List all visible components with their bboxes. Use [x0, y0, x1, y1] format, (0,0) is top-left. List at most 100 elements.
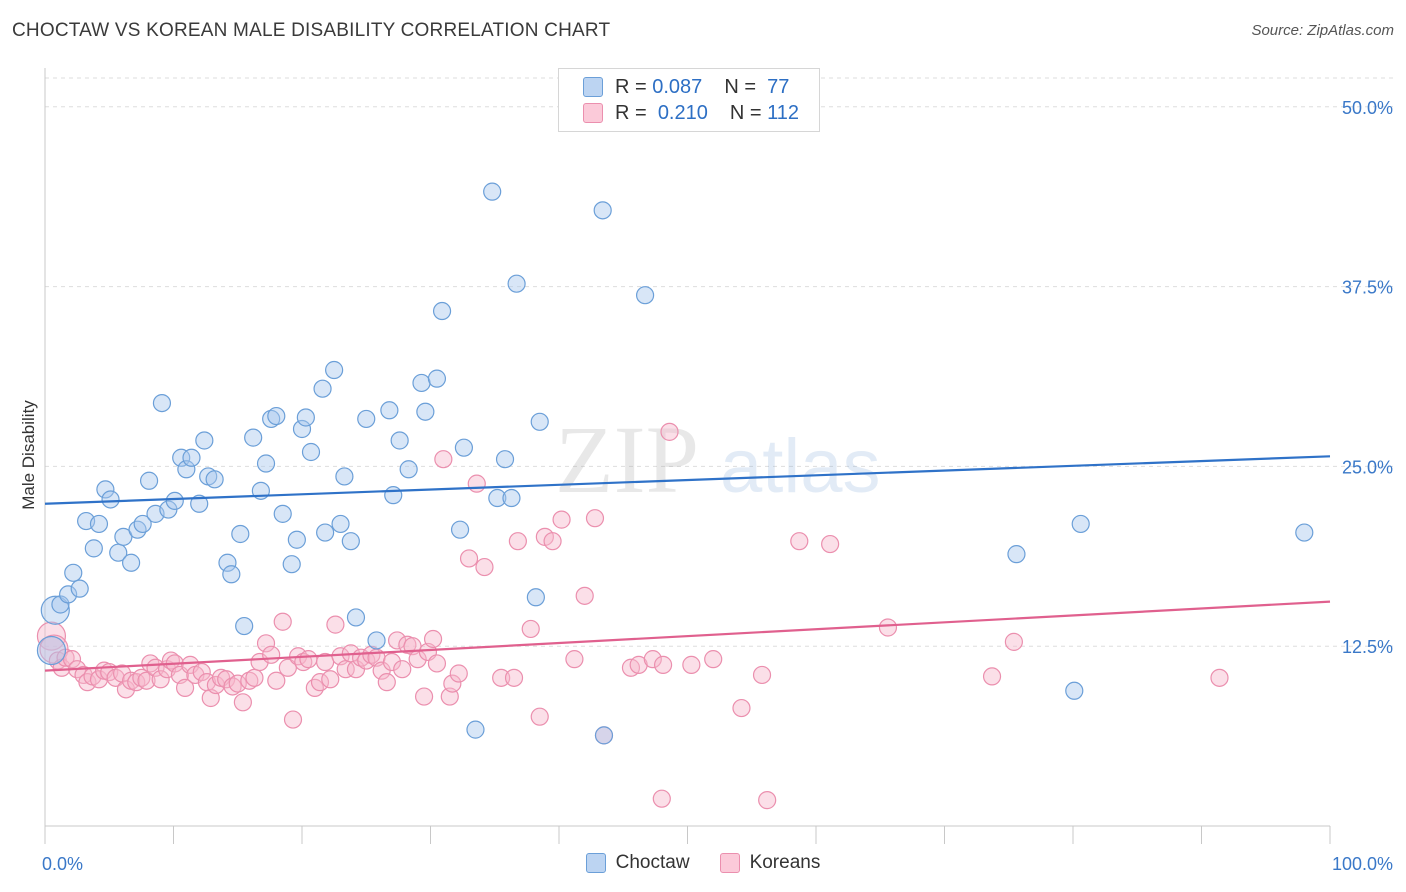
choctaw-point: [1295, 523, 1314, 542]
choctaw-point: [262, 409, 281, 429]
koreans-point: [116, 680, 136, 699]
x-tick-label-max: 100.0%: [1332, 854, 1393, 874]
legend-item-choctaw: Choctaw: [585, 852, 690, 874]
koreans-point: [1210, 668, 1229, 687]
koreans-point: [758, 791, 777, 810]
choctaw-point: [412, 373, 431, 393]
koreans-point: [393, 660, 412, 679]
choctaw-point: [282, 555, 301, 574]
koreans-point: [821, 534, 840, 554]
koreans-point: [151, 670, 170, 689]
choctaw-point: [502, 488, 521, 508]
koreans-point: [575, 586, 594, 605]
choctaw-point: [36, 635, 67, 666]
koreans-point: [362, 645, 381, 664]
choctaw-point: [325, 360, 344, 380]
koreans-point: [256, 634, 276, 653]
koreans-point: [585, 509, 605, 528]
koreans-point: [217, 670, 236, 689]
choctaw-point: [70, 579, 89, 598]
legend-label-koreans: Koreans: [749, 852, 821, 873]
koreans-point: [267, 671, 286, 690]
choctaw-point: [346, 608, 366, 627]
koreans-point: [467, 474, 486, 493]
choctaw-point: [235, 616, 254, 636]
choctaw-point: [256, 454, 276, 473]
choctaw-point: [416, 402, 435, 421]
koreans-point: [377, 673, 396, 692]
koreans-point: [504, 668, 524, 687]
choctaw-point: [495, 450, 515, 469]
choctaw-point: [128, 520, 147, 539]
choctaw-point: [51, 595, 70, 614]
choctaw-point: [244, 428, 263, 447]
r-label: R =: [615, 101, 647, 124]
koreans-point: [552, 510, 571, 529]
koreans-point: [299, 650, 318, 669]
n-value-choctaw: 77: [767, 75, 790, 98]
choctaw-point: [195, 431, 214, 450]
koreans-point: [357, 651, 376, 670]
legend-series: Choctaw Koreans: [0, 852, 1406, 874]
trend-lines: [44, 455, 1331, 672]
choctaw-point: [40, 595, 70, 625]
koreans-point: [233, 693, 252, 712]
choctaw-point: [190, 494, 209, 513]
choctaw-point: [64, 563, 83, 582]
choctaw-point: [432, 301, 452, 321]
choctaw-point: [152, 393, 172, 413]
choctaw-point: [1071, 514, 1090, 534]
choctaw-point: [390, 431, 409, 450]
n-label: N =: [724, 75, 756, 98]
choctaw-point: [593, 201, 612, 220]
legend-label-choctaw: Choctaw: [615, 852, 690, 873]
choctaw-point: [454, 438, 474, 457]
legend-stats: R = 0.087 N = 77 R = 0.210 N = 112: [558, 68, 820, 132]
choctaw-point: [1007, 545, 1026, 564]
koreans-point: [427, 654, 447, 673]
koreans-point: [137, 671, 156, 690]
watermark-atlas: atlas: [720, 424, 881, 509]
y-axis-label: Male Disability: [19, 400, 38, 510]
legend-row-choctaw: R = 0.087 N = 77: [583, 74, 789, 100]
choctaw-point: [89, 514, 109, 534]
y-tick-label: 50.0%: [1342, 98, 1393, 118]
koreans-point: [682, 655, 701, 674]
r-value-choctaw: 0.087: [652, 75, 703, 98]
choctaw-point: [165, 491, 184, 511]
choctaw-point: [488, 488, 507, 508]
choctaw-point: [292, 419, 312, 439]
source-label: Source: ZipAtlas.com: [1251, 22, 1394, 39]
choctaw-point: [267, 406, 286, 426]
koreans-point: [273, 612, 292, 631]
choctaw-point: [483, 182, 502, 201]
n-value-koreans: 112: [767, 101, 800, 124]
y-tick-label: 12.5%: [1342, 637, 1393, 657]
y-tick-labels: 12.5% 25.0% 37.5% 50.0%: [1342, 98, 1393, 657]
r-label: R =: [615, 75, 647, 98]
choctaw-point: [399, 460, 418, 479]
n-label: N =: [729, 101, 762, 124]
koreans-point: [1004, 632, 1023, 651]
koreans-swatch: [719, 853, 740, 873]
koreans-point: [310, 673, 330, 692]
choctaw-point: [380, 401, 399, 420]
choctaw-point: [316, 523, 335, 542]
koreans-point: [492, 668, 511, 687]
koreans-point: [459, 549, 479, 568]
choctaw-point: [466, 720, 485, 739]
koreans-point: [175, 678, 195, 698]
choctaw-point: [96, 480, 115, 499]
koreans-points: [36, 422, 1229, 810]
choctaw-point: [231, 524, 250, 544]
x-tick-label-min: 0.0%: [42, 854, 83, 874]
choctaw-point: [301, 442, 321, 462]
choctaw-point: [1065, 681, 1084, 700]
y-tick-label: 25.0%: [1342, 457, 1393, 477]
koreans-swatch: [583, 103, 603, 123]
choctaw-point: [172, 448, 191, 467]
choctaw-point: [139, 471, 159, 490]
choctaw-swatch: [583, 77, 603, 97]
watermark: ZIP atlas: [555, 406, 881, 513]
